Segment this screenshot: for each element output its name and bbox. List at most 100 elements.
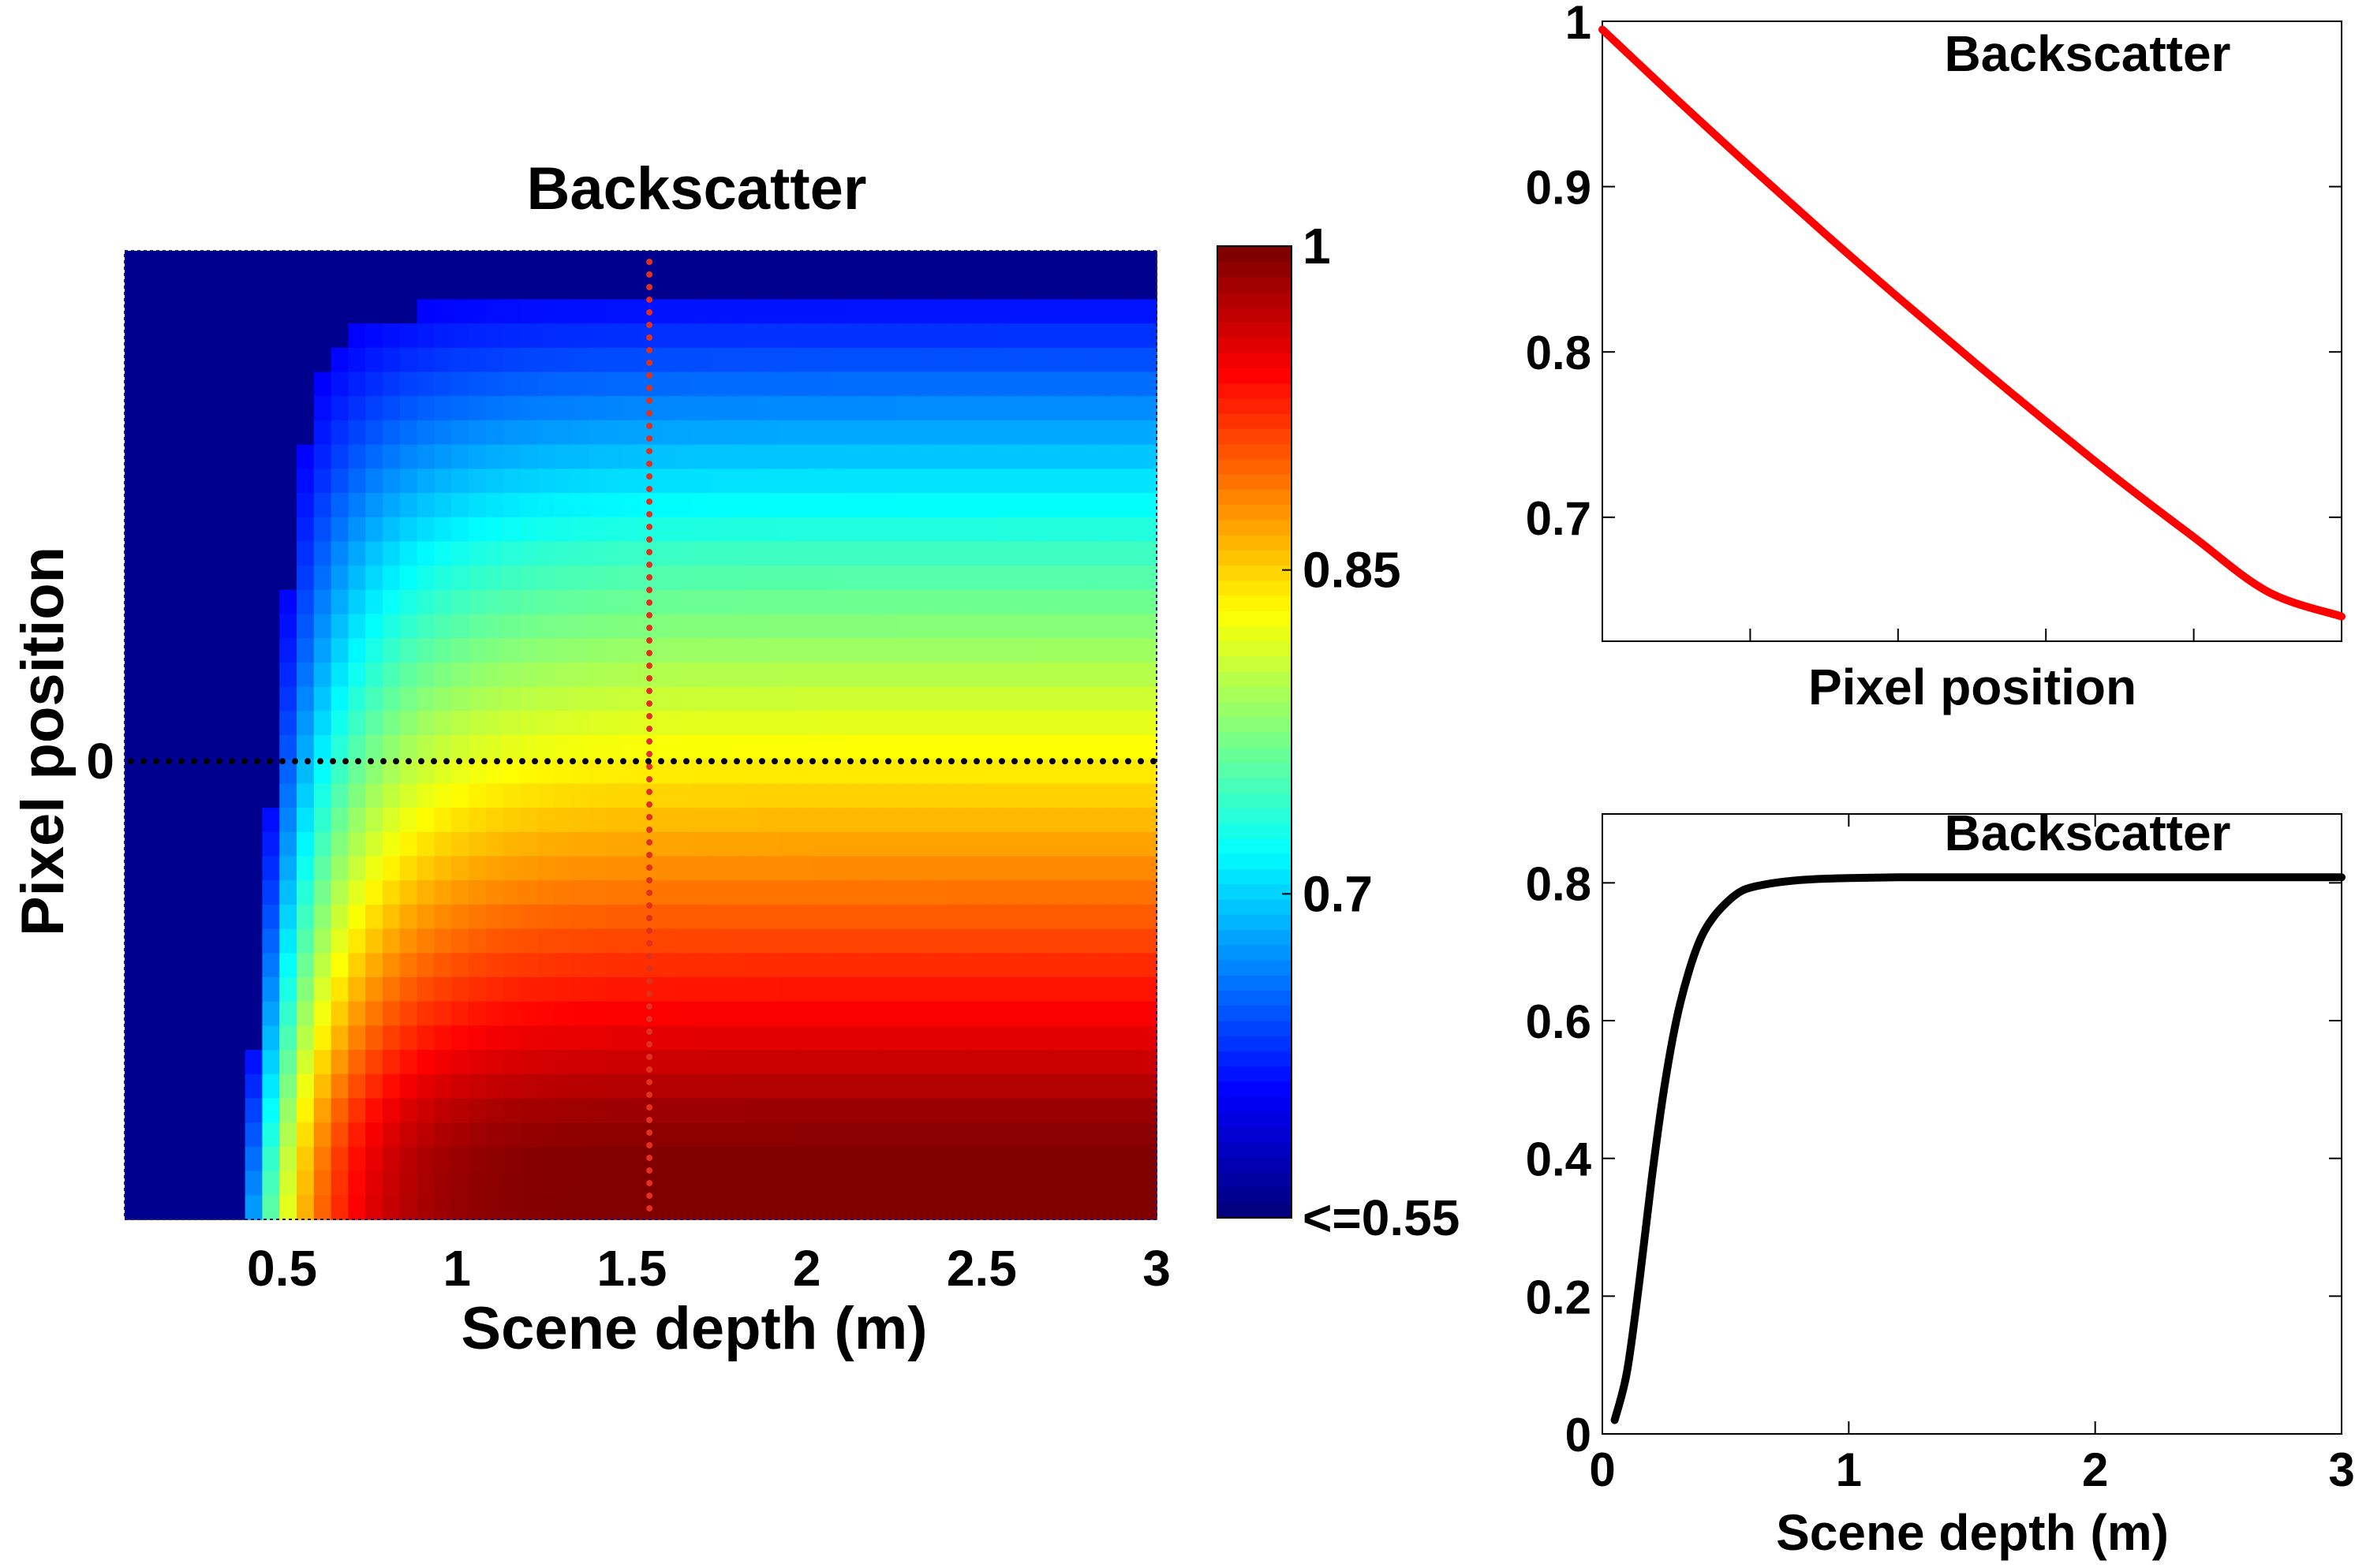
heatmap-cell bbox=[313, 1146, 332, 1172]
heatmap-cell bbox=[915, 1122, 934, 1148]
heatmap-cell bbox=[313, 614, 332, 639]
colorbar-band bbox=[1217, 428, 1292, 445]
heatmap-cell bbox=[985, 686, 1003, 712]
heatmap-cell bbox=[383, 420, 401, 446]
heatmap-cell bbox=[829, 517, 848, 543]
heatmap-cell bbox=[623, 274, 641, 301]
heatmap-cell bbox=[313, 1025, 332, 1051]
heatmap-cell bbox=[1105, 1122, 1123, 1148]
heatmap-cell bbox=[1105, 735, 1123, 760]
heatmap-cell bbox=[451, 953, 469, 978]
heatmap-cell bbox=[399, 566, 418, 591]
heatmap-cell bbox=[313, 880, 332, 905]
heatmap-cell bbox=[417, 614, 435, 639]
heatmap-cell bbox=[813, 1001, 831, 1027]
heatmap-cell bbox=[675, 469, 693, 494]
heatmap-cell bbox=[899, 662, 917, 688]
heatmap-cell bbox=[227, 251, 246, 276]
heatmap-cell bbox=[434, 396, 452, 421]
heatmap-cell bbox=[383, 323, 401, 349]
bottom-right-ticks: 00.20.40.60.80 1 2 3 bbox=[1526, 814, 2355, 1496]
heatmap-cell bbox=[313, 686, 332, 712]
y-tick-label: 0.7 bbox=[1526, 492, 1591, 545]
heatmap-cell bbox=[606, 1050, 624, 1075]
heatmap-cell bbox=[829, 444, 848, 470]
heatmap-cell bbox=[211, 1146, 229, 1172]
heatmap-cell bbox=[279, 977, 297, 1002]
heatmap-cell bbox=[141, 831, 160, 857]
heatmap-cell bbox=[933, 371, 951, 397]
heatmap-cell bbox=[864, 856, 882, 881]
top-right-series bbox=[1598, 25, 2346, 621]
heatmap-cell bbox=[313, 808, 332, 833]
heatmap-cell bbox=[795, 396, 813, 421]
heatmap-cell bbox=[967, 589, 985, 615]
heatmap-cell bbox=[176, 735, 194, 760]
heatmap-cell bbox=[1001, 928, 1020, 954]
heatmap-cell bbox=[176, 759, 194, 785]
heatmap-cell bbox=[399, 953, 418, 978]
y-tick-label: 0.2 bbox=[1526, 1271, 1591, 1323]
heatmap-cell bbox=[571, 614, 590, 639]
heatmap-cell bbox=[141, 371, 160, 397]
heatmap-cell bbox=[1036, 323, 1054, 349]
heatmap-cell bbox=[1139, 759, 1157, 785]
heatmap-cell bbox=[262, 1170, 280, 1197]
heatmap-cell bbox=[795, 831, 813, 857]
heatmap-cell bbox=[709, 1073, 727, 1099]
heatmap-cell bbox=[881, 1050, 899, 1075]
heatmap-cell bbox=[1036, 251, 1054, 276]
heatmap-cell bbox=[125, 953, 143, 978]
heatmap-cell bbox=[1036, 686, 1054, 712]
heatmap-cell bbox=[727, 541, 745, 566]
heatmap-cell bbox=[313, 1195, 332, 1220]
heatmap-cell bbox=[520, 396, 538, 421]
heatmap-cell bbox=[692, 1025, 710, 1051]
heatmap-cell bbox=[485, 420, 504, 446]
heatmap-cell bbox=[193, 1146, 211, 1172]
heatmap-cell bbox=[485, 662, 504, 688]
heatmap-cell bbox=[1071, 856, 1089, 881]
heatmap-cell bbox=[899, 274, 917, 301]
heatmap-cell bbox=[606, 1122, 624, 1148]
heatmap-cell bbox=[451, 783, 469, 808]
heatmap-cell bbox=[933, 1098, 951, 1123]
heatmap-cell bbox=[985, 977, 1003, 1002]
heatmap-cell bbox=[727, 1073, 745, 1099]
heatmap-cell bbox=[331, 977, 350, 1002]
heatmap-cell bbox=[985, 1170, 1003, 1197]
heatmap-cell bbox=[1001, 1050, 1020, 1075]
heatmap-cell bbox=[692, 856, 710, 881]
heatmap-cell bbox=[967, 396, 985, 421]
heatmap-cell bbox=[193, 638, 211, 663]
heatmap-cell bbox=[813, 928, 831, 954]
heatmap-cell bbox=[176, 420, 194, 446]
heatmap-cell bbox=[227, 1195, 246, 1220]
heatmap-cell bbox=[915, 1025, 934, 1051]
heatmap-cell bbox=[503, 323, 521, 349]
heatmap-cell bbox=[193, 953, 211, 978]
heatmap-cell bbox=[193, 274, 211, 301]
heatmap-cell bbox=[399, 783, 418, 808]
heatmap-cell bbox=[331, 371, 350, 397]
heatmap-cell bbox=[657, 953, 676, 978]
heatmap-cell bbox=[915, 808, 934, 833]
heatmap-cell bbox=[692, 274, 710, 301]
heatmap-cell bbox=[555, 977, 573, 1002]
heatmap-cell bbox=[899, 638, 917, 663]
heatmap-cell bbox=[365, 1146, 383, 1172]
heatmap-cell bbox=[399, 517, 418, 543]
heatmap-cell bbox=[795, 1050, 813, 1075]
heatmap-cell bbox=[399, 928, 418, 954]
heatmap-cell bbox=[864, 371, 882, 397]
heatmap-cell bbox=[365, 880, 383, 905]
heatmap-cell bbox=[1105, 589, 1123, 615]
heatmap-cell bbox=[761, 880, 779, 905]
heatmap-cell bbox=[520, 566, 538, 591]
heatmap-cell bbox=[141, 1170, 160, 1197]
heatmap-cell bbox=[365, 420, 383, 446]
heatmap-cell bbox=[761, 251, 779, 276]
heatmap-cell bbox=[813, 251, 831, 276]
heatmap-cell bbox=[141, 808, 160, 833]
